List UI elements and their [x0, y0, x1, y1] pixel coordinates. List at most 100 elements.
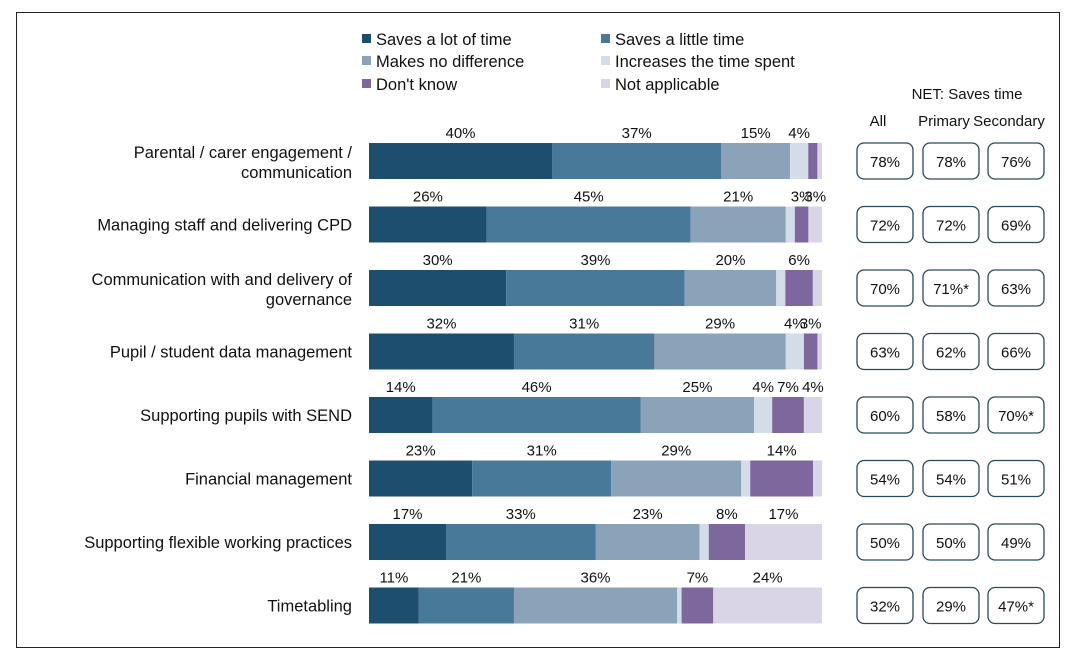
bar-segment	[721, 143, 790, 179]
bar-segment	[654, 333, 786, 370]
data-label: 23%	[406, 443, 436, 460]
category-label: Parental / carer engagement /	[134, 144, 353, 162]
legend-swatch	[601, 34, 610, 43]
bar-segment	[513, 587, 678, 624]
data-label: 45%	[574, 189, 604, 206]
bar-segment	[369, 524, 447, 560]
bar-segment	[369, 206, 487, 243]
bar-segment	[744, 524, 822, 560]
data-label: 33%	[506, 506, 536, 523]
bar-segment	[708, 524, 745, 560]
net-value-box	[922, 586, 980, 625]
net-value-box	[922, 332, 980, 371]
data-label: 3%	[804, 189, 826, 206]
bar-segment	[713, 587, 822, 624]
bar-segment	[803, 333, 818, 370]
legend-swatch	[362, 56, 371, 65]
bar-segment	[772, 397, 804, 433]
net-value: 60%	[870, 408, 900, 425]
bar-segment	[611, 460, 742, 497]
data-label: 14%	[767, 443, 797, 460]
data-label: 14%	[386, 379, 416, 396]
bar-segment	[369, 333, 514, 370]
bar-segment	[750, 460, 814, 497]
data-label: 15%	[741, 125, 771, 142]
bar-segment	[776, 270, 786, 306]
bar-segment	[640, 397, 755, 433]
data-label: 11%	[379, 570, 408, 587]
net-value: 47%*	[998, 599, 1034, 616]
category-label: Supporting pupils with SEND	[140, 407, 352, 425]
net-value: 54%	[936, 472, 966, 489]
bar-segment	[754, 397, 773, 433]
data-label: 17%	[768, 506, 798, 523]
net-value: 63%	[1001, 281, 1031, 298]
legend-label: Increases the time spent	[615, 53, 795, 71]
net-value: 50%	[870, 535, 900, 552]
data-label: 3%	[791, 189, 813, 206]
bar-segment	[817, 333, 822, 370]
bar-segment	[690, 206, 786, 243]
legend-label: Makes no difference	[376, 53, 524, 71]
net-value-box	[856, 459, 914, 498]
bar-segment	[595, 524, 700, 560]
bar-segment	[812, 270, 822, 306]
net-value-box	[856, 523, 914, 561]
net-value: 63%	[870, 345, 900, 362]
net-value-box	[856, 396, 914, 434]
legend-label: Don't know	[376, 76, 457, 94]
net-value-box	[856, 205, 914, 244]
data-label: 4%	[752, 379, 774, 396]
bar-segment	[472, 460, 612, 497]
data-label: 39%	[580, 252, 610, 269]
data-label: 32%	[426, 316, 456, 333]
bar-segment	[808, 143, 818, 179]
data-label: 21%	[451, 570, 481, 587]
data-label: 37%	[622, 125, 652, 142]
data-label: 8%	[716, 506, 738, 523]
net-value: 71%*	[933, 281, 969, 298]
category-label: Communication with and delivery of	[92, 271, 353, 289]
legend-label: Saves a lot of time	[376, 31, 512, 49]
bar-segment	[506, 270, 685, 306]
data-label: 30%	[423, 252, 453, 269]
net-value-box	[987, 523, 1045, 561]
net-value: 32%	[870, 599, 900, 616]
net-value-box	[987, 205, 1045, 244]
legend-swatch	[601, 79, 610, 88]
bar-segment	[432, 397, 641, 433]
data-label: 31%	[569, 316, 599, 333]
bar-segment	[813, 460, 822, 497]
net-value-box	[987, 586, 1045, 625]
bar-segment	[699, 524, 709, 560]
net-value: 76%	[1001, 154, 1031, 171]
net-value-box	[922, 269, 980, 307]
net-value: 51%	[1001, 472, 1031, 489]
net-value-box	[922, 396, 980, 434]
bar-segment	[446, 524, 596, 560]
net-value-box	[987, 142, 1045, 180]
chart-frame	[16, 12, 1060, 648]
net-value-box	[856, 586, 914, 625]
net-column-header: All	[870, 113, 887, 130]
data-label: 6%	[788, 252, 810, 269]
data-label: 24%	[753, 570, 783, 587]
legend-swatch	[362, 79, 371, 88]
bar-segment	[785, 333, 804, 370]
bar-segment	[486, 206, 691, 243]
net-value-box	[922, 523, 980, 561]
net-value: 69%	[1001, 218, 1031, 235]
bar-segment	[808, 206, 822, 243]
data-label: 29%	[705, 316, 735, 333]
legend-label: Not applicable	[615, 76, 720, 94]
data-label: 7%	[687, 570, 709, 587]
net-value-box	[856, 142, 914, 180]
net-table-title: NET: Saves time	[912, 86, 1023, 103]
bar-segment	[741, 460, 751, 497]
net-value: 58%	[936, 408, 966, 425]
category-label: Timetabling	[267, 598, 352, 616]
category-label: Supporting flexible working practices	[84, 534, 352, 552]
bar-segment	[785, 270, 813, 306]
net-value-box	[987, 459, 1045, 498]
